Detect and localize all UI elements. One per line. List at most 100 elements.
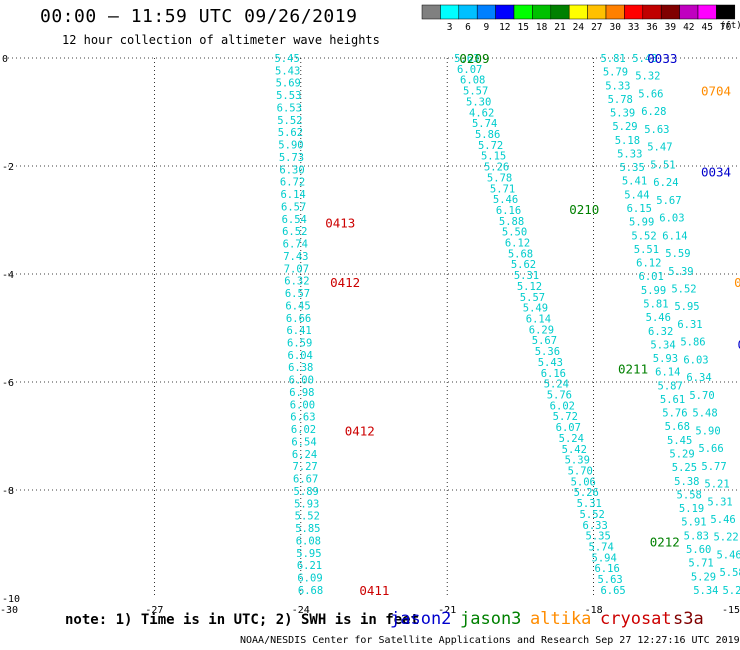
wave-height-value: 5.43 [538, 357, 563, 369]
pass-label: 0210 [569, 202, 599, 217]
footer-note: note: 1) Time is in UTC; 2) SWH is in fe… [65, 612, 420, 628]
color-scale-swatch [568, 4, 588, 20]
color-scale-label: 18 [536, 22, 548, 33]
wave-height-value: 5.99 [629, 217, 654, 229]
wave-height-value: 5.74 [589, 541, 614, 553]
wave-height-value: 6.33 [583, 520, 608, 532]
color-scale-label: 30 [609, 22, 621, 33]
wave-height-value: 5.90 [695, 425, 720, 437]
wave-height-value: 5.63 [644, 124, 669, 136]
wave-height-value: 5.29 [612, 121, 637, 133]
wave-height-value: 5.78 [608, 94, 633, 106]
wave-height-value: 5.41 [622, 176, 647, 188]
mission-altika: altika [530, 609, 592, 629]
wave-height-value: 5.72 [478, 140, 503, 152]
wave-height-value: 5.58 [719, 567, 740, 579]
pass-label: 0033 [647, 51, 677, 66]
color-scale-label: 45 [701, 22, 712, 33]
wave-height-value: 5.53 [276, 90, 301, 102]
wave-height-value: 6.07 [457, 64, 482, 76]
x-tick-label: -24 [292, 605, 310, 616]
wave-height-value: 6.14 [662, 230, 687, 242]
wave-height-value: 5.77 [701, 461, 726, 473]
color-scale-swatch [679, 4, 699, 20]
wave-height-value: 5.67 [532, 335, 557, 347]
wave-height-value: 5.71 [490, 183, 515, 195]
page-subtitle: 12 hour collection of altimeter wave hei… [62, 33, 380, 47]
y-tick-label: -4 [2, 270, 14, 281]
color-scale-label: 3 [447, 22, 453, 33]
wave-height-value: 5.86 [475, 129, 500, 141]
x-tick-label: -15 [722, 605, 740, 616]
wave-height-value: 5.68 [665, 421, 690, 433]
color-scale-label: 6 [465, 22, 471, 33]
wave-height-value: 7.07 [284, 263, 309, 275]
wave-height-value: 7.43 [283, 251, 308, 263]
wave-height-value: 5.46 [716, 549, 740, 561]
color-scale-swatch [642, 4, 662, 20]
wave-height-value: 5.52 [631, 230, 656, 242]
wave-height-value: 5.48 [692, 408, 717, 420]
color-scale-label: 24 [573, 22, 585, 33]
wave-height-value: 5.62 [278, 127, 303, 139]
wave-height-value: 6.45 [285, 300, 310, 312]
wave-height-value: 5.45 [274, 53, 299, 65]
wave-height-value: 5.26 [484, 162, 509, 174]
mission-s3a: s3a [673, 609, 704, 629]
wave-height-value: 5.24 [559, 433, 584, 445]
wave-height-value: 5.93 [653, 353, 678, 365]
wave-height-value: 5.46 [493, 194, 518, 206]
wave-height-value: 5.22 [713, 532, 738, 544]
wave-height-value: 5.21 [704, 479, 729, 491]
wave-height-value: 5.85 [295, 523, 320, 535]
wave-height-value: 5.51 [634, 244, 659, 256]
color-scale-swatch [624, 4, 644, 20]
color-scale-swatch [550, 4, 570, 20]
wave-height-value: 7.27 [292, 461, 317, 473]
pass-label: 07 [734, 275, 740, 290]
wave-height-value: 5.76 [547, 390, 572, 402]
color-scale: 3 6 9 12 15 18 21 24 27 30 33 36 39 42 45 70 [421, 4, 736, 33]
wave-height-value: 5.18 [615, 135, 640, 147]
mission-jason2: jason2 [390, 609, 452, 629]
wave-height-value: 5.46 [710, 514, 735, 526]
wave-height-value: 6.14 [280, 189, 305, 201]
wave-height-values: 5.455.435.695.536.535.525.625.905.736.30… [274, 53, 740, 597]
wave-height-value: 6.12 [636, 258, 661, 270]
wave-height-value: 6.14 [655, 367, 680, 379]
wave-height-value: 5.29 [669, 449, 694, 461]
wave-height-value: 5.94 [592, 552, 617, 564]
pass-labels: 0209 0033 0704 0034 0210 0413 0412 07 0 0211 0412 0… [325, 51, 740, 598]
wave-height-value: 5.06 [571, 476, 596, 488]
y-tick-label: 0 [2, 54, 8, 65]
wave-height-value: 5.89 [294, 486, 319, 498]
wave-height-value: 5.52 [295, 511, 320, 523]
wave-height-value: 5.95 [674, 301, 699, 313]
wave-height-value: 6.32 [648, 326, 673, 338]
wave-height-value: 5.39 [668, 266, 693, 278]
wave-height-value: 5.38 [674, 476, 699, 488]
wave-height-value: 6.67 [293, 474, 318, 486]
wave-height-value: 5.79 [603, 67, 628, 79]
wave-height-value: 6.68 [298, 585, 323, 597]
pass-label: 0411 [359, 583, 389, 598]
wave-height-value: 5.91 [681, 517, 706, 529]
wave-height-value: 6.72 [280, 177, 305, 189]
wave-height-value: 6.24 [292, 449, 317, 461]
color-scale-swatch [532, 4, 552, 20]
page-title: 00:00 – 11:59 UTC 09/26/2019 [40, 6, 358, 27]
wave-height-value: 6.00 [290, 399, 315, 411]
wave-height-value: 5.60 [686, 544, 711, 556]
wave-height-value: 5.90 [278, 140, 303, 152]
wave-height-value: 5.31 [707, 496, 732, 508]
mission-jason3: jason3 [460, 609, 522, 629]
wave-height-value: 6.54 [291, 436, 316, 448]
x-tick-label: -27 [145, 605, 163, 616]
wave-height-value: 6.28 [641, 106, 666, 118]
color-scale-label: 39 [665, 22, 677, 33]
wave-height-value: 6.14 [526, 314, 551, 326]
pass-label: 0034 [701, 164, 731, 179]
wave-height-value: 6.00 [289, 375, 314, 387]
axis-ticks: -30 -27 -24 -21 -18 -15 0 -2 -4 -6 -8 -10 [0, 54, 740, 616]
